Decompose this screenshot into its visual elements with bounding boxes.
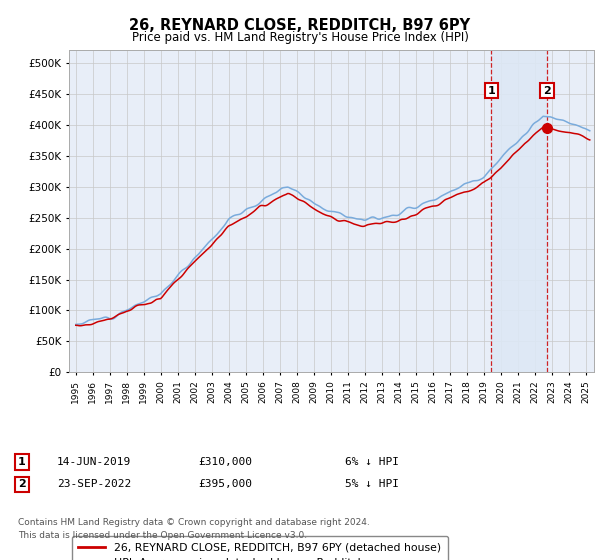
Text: 5% ↓ HPI: 5% ↓ HPI bbox=[345, 479, 399, 489]
Text: 1: 1 bbox=[487, 86, 495, 96]
Text: 6% ↓ HPI: 6% ↓ HPI bbox=[345, 457, 399, 467]
Text: Price paid vs. HM Land Registry's House Price Index (HPI): Price paid vs. HM Land Registry's House … bbox=[131, 31, 469, 44]
Text: 1: 1 bbox=[18, 457, 26, 467]
Text: 2: 2 bbox=[18, 479, 26, 489]
Text: £395,000: £395,000 bbox=[198, 479, 252, 489]
Bar bbox=[491, 50, 547, 372]
Text: Contains HM Land Registry data © Crown copyright and database right 2024.
This d: Contains HM Land Registry data © Crown c… bbox=[18, 519, 370, 540]
Text: 2: 2 bbox=[543, 86, 551, 96]
Legend: 26, REYNARD CLOSE, REDDITCH, B97 6PY (detached house), HPI: Average price, detac: 26, REYNARD CLOSE, REDDITCH, B97 6PY (de… bbox=[72, 536, 448, 560]
Text: 23-SEP-2022: 23-SEP-2022 bbox=[57, 479, 131, 489]
Text: £310,000: £310,000 bbox=[198, 457, 252, 467]
Text: 26, REYNARD CLOSE, REDDITCH, B97 6PY: 26, REYNARD CLOSE, REDDITCH, B97 6PY bbox=[130, 18, 470, 34]
Text: 14-JUN-2019: 14-JUN-2019 bbox=[57, 457, 131, 467]
